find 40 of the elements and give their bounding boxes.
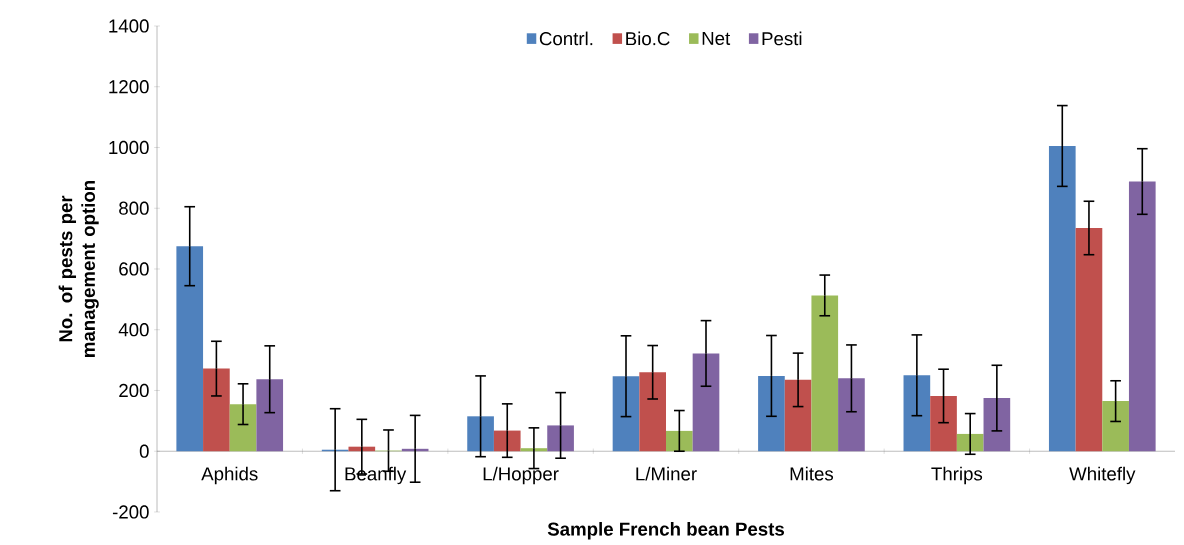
x-tick-label: Thrips (931, 466, 983, 485)
bar (1075, 227, 1103, 452)
y-axis-title: No. of pests per management option (58, 180, 99, 357)
bar (784, 379, 812, 452)
bar (547, 425, 574, 452)
x-tick-label: Beanfly (345, 466, 407, 485)
y-tick-label: -200 (112, 505, 149, 519)
bar (467, 416, 494, 452)
bar (956, 433, 984, 452)
bar (930, 395, 957, 452)
bar (203, 368, 230, 452)
bar (229, 404, 257, 452)
legend-label: Net (702, 31, 731, 45)
y-tick-label: 1400 (109, 19, 149, 33)
bar (1102, 401, 1129, 452)
bar (838, 378, 865, 452)
x-tick-label: L/Miner (636, 466, 697, 481)
y-tick-label: 1000 (109, 140, 149, 155)
bar (1128, 181, 1156, 452)
legend-label: Bio.C (626, 31, 670, 46)
bar (256, 379, 284, 452)
bar (811, 295, 839, 452)
x-tick-label: Mites (790, 466, 834, 481)
y-tick-label: 1200 (109, 80, 149, 94)
y-tick-label: 0 (139, 444, 149, 458)
legend-label: Contrl. (539, 31, 593, 46)
bar (692, 353, 720, 452)
y-tick-label: 200 (119, 383, 149, 398)
bar (176, 246, 204, 452)
bar (493, 430, 521, 452)
y-tick-label: 400 (118, 323, 149, 337)
y-tick-label: 800 (119, 201, 149, 215)
x-tick-label: Whitefly (1069, 466, 1136, 485)
y-tick-label: 600 (119, 262, 149, 276)
legend-label: Pesti (762, 31, 802, 46)
x-tick-label: Aphids (201, 466, 258, 485)
x-tick-label: L/Hopper (483, 466, 559, 485)
bar (1048, 145, 1076, 452)
x-axis-title: Sample French bean Pests (547, 522, 785, 540)
bar (639, 372, 666, 452)
